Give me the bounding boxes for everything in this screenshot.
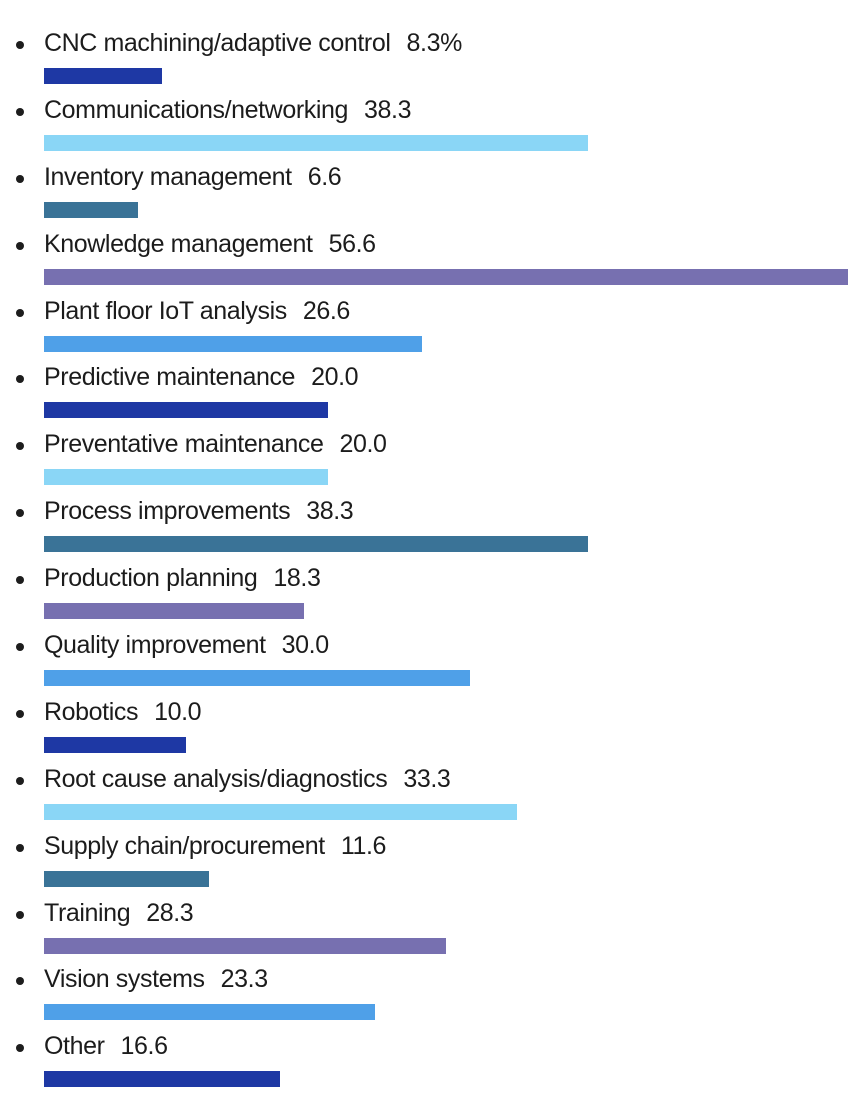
- bullet-icon: [16, 442, 24, 451]
- list-item: Process improvements 38.3: [0, 496, 855, 563]
- bar: [44, 402, 328, 419]
- bullet-icon: [16, 977, 24, 986]
- bullet-icon: [16, 576, 24, 585]
- bar: [44, 870, 209, 887]
- bullet-icon: [16, 776, 24, 785]
- bar: [44, 736, 186, 753]
- item-label: Communications/networking: [44, 95, 349, 124]
- item-label-line: Vision systems 23.3: [44, 964, 268, 995]
- item-value: 56.6: [328, 229, 376, 258]
- bar: [44, 68, 162, 84]
- item-label-line: Quality improvement 30.0: [44, 630, 329, 661]
- list-item: Robotics 10.0: [0, 697, 855, 764]
- bullet-icon: [16, 308, 24, 317]
- list-item: Plant floor IoT analysis 26.6: [0, 296, 855, 363]
- bullet-icon: [16, 910, 24, 919]
- bullet-icon: [16, 1044, 24, 1053]
- list-item: Supply chain/procurement 11.6: [0, 831, 855, 898]
- item-value: 26.6: [302, 296, 350, 325]
- item-label-line: Supply chain/procurement 11.6: [44, 831, 386, 862]
- item-label: Vision systems: [44, 965, 205, 994]
- bar: [44, 469, 328, 486]
- list-item: Production planning 18.3: [0, 563, 855, 630]
- item-value: 8.3%: [406, 29, 463, 57]
- item-value: 20.0: [339, 430, 387, 459]
- item-value: 38.3: [364, 95, 412, 124]
- item-label-line: Preventative maintenance 20.0: [44, 429, 387, 460]
- list-item: Quality improvement 30.0: [0, 630, 855, 697]
- item-label: Robotics: [44, 697, 139, 726]
- item-label-line: Plant floor IoT analysis 26.6: [44, 296, 350, 327]
- bar: [44, 201, 138, 218]
- bullet-icon: [16, 843, 24, 852]
- item-value: 10.0: [154, 697, 202, 726]
- item-label-line: Root cause analysis/diagnostics 33.3: [44, 764, 451, 795]
- list-item: Predictive maintenance 20.0: [0, 362, 855, 429]
- item-label: Quality improvement: [44, 631, 266, 660]
- item-value: 11.6: [340, 831, 387, 860]
- item-value: 18.3: [273, 564, 321, 593]
- item-label: Predictive maintenance: [44, 363, 296, 392]
- item-value: 38.3: [306, 497, 354, 526]
- list-item: Preventative maintenance 20.0: [0, 429, 855, 496]
- list-item: Vision systems 23.3: [0, 964, 855, 1031]
- item-value: 28.3: [146, 898, 194, 927]
- bullet-icon: [16, 509, 24, 518]
- bullet-icon: [16, 709, 24, 718]
- item-label-line: Process improvements 38.3: [44, 496, 354, 527]
- item-label: Inventory management: [44, 162, 292, 191]
- item-label-line: Inventory management 6.6: [44, 162, 342, 193]
- item-label: Plant floor IoT analysis: [44, 296, 287, 325]
- list-item: Root cause analysis/diagnostics 33.3: [0, 764, 855, 831]
- list-item: CNC machining/adaptive control 8.3%: [0, 28, 855, 95]
- list-item: Knowledge management 56.6: [0, 229, 855, 296]
- bullet-icon: [16, 174, 24, 183]
- item-label-line: Other 16.6: [44, 1031, 168, 1062]
- item-value: 6.6: [307, 162, 342, 191]
- list-item: Other 16.6: [0, 1031, 855, 1098]
- bar: [44, 536, 588, 553]
- item-label-line: Production planning 18.3: [44, 563, 321, 594]
- bar: [44, 268, 848, 285]
- item-label-line: CNC machining/adaptive control 8.3%: [44, 28, 462, 59]
- bullet-icon: [16, 41, 24, 49]
- item-label-line: Knowledge management 56.6: [44, 229, 376, 260]
- bar: [44, 670, 470, 687]
- bar: [44, 1004, 375, 1021]
- item-label-line: Robotics 10.0: [44, 697, 202, 728]
- bullet-icon: [16, 375, 24, 384]
- bar: [44, 937, 446, 954]
- bar: [44, 1071, 280, 1088]
- item-label: Production planning: [44, 564, 258, 593]
- item-label-line: Training 28.3: [44, 898, 194, 929]
- item-label: CNC machining/adaptive control: [44, 29, 391, 57]
- list-item: Inventory management 6.6: [0, 162, 855, 229]
- item-value: 16.6: [120, 1032, 168, 1061]
- item-value: 33.3: [403, 764, 451, 793]
- item-label: Training: [44, 898, 131, 927]
- bar-chart-list: CNC machining/adaptive control 8.3% Commu…: [0, 28, 855, 1098]
- item-label: Knowledge management: [44, 229, 313, 258]
- item-value: 30.0: [281, 631, 329, 660]
- bullet-icon: [16, 241, 24, 250]
- item-value: 20.0: [311, 363, 359, 392]
- item-label: Process improvements: [44, 497, 291, 526]
- item-label: Other: [44, 1032, 105, 1061]
- item-label-line: Predictive maintenance 20.0: [44, 362, 359, 393]
- item-label: Supply chain/procurement: [44, 831, 325, 860]
- item-label: Preventative maintenance: [44, 430, 324, 459]
- bullet-icon: [16, 107, 24, 116]
- bar: [44, 134, 588, 151]
- item-label-line: Communications/networking 38.3: [44, 95, 411, 126]
- bar: [44, 803, 517, 820]
- item-label: Root cause analysis/diagnostics: [44, 764, 388, 793]
- bullet-icon: [16, 643, 24, 652]
- bar: [44, 335, 422, 352]
- list-item: Training 28.3: [0, 898, 855, 965]
- item-value: 23.3: [220, 965, 268, 994]
- list-item: Communications/networking 38.3: [0, 95, 855, 162]
- bar: [44, 603, 304, 620]
